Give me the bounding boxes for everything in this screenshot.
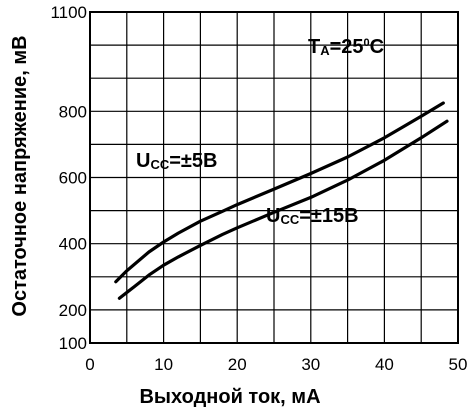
series-line-1 [114,101,445,284]
grid [89,11,459,344]
series-group [114,101,449,300]
annotation-ta: TA=250C [308,36,384,58]
y-tick-label-800: 800 [59,102,87,121]
x-axis-title: Выходной ток, мА [139,386,320,408]
y-tick-label-1100: 1100 [50,3,87,22]
series-label-ucc5: UCC=±5В [136,150,217,172]
tick-labels: 0 10 20 30 40 50 100 200 400 600 800 1100 [50,3,467,374]
y-axis-title: Остаточное напряжение, мВ [9,35,31,316]
series-label-ucc15: UCC=±15В [266,205,359,227]
x-tick-label-50: 50 [449,355,468,374]
x-tick-label-30: 30 [301,355,320,374]
series-line-2 [117,119,449,300]
x-tick-label-0: 0 [85,355,94,374]
x-tick-label-10: 10 [154,355,173,374]
x-tick-label-20: 20 [228,355,247,374]
y-tick-label-100: 100 [59,334,87,353]
y-tick-label-400: 400 [59,235,87,254]
x-tick-label-40: 40 [375,355,394,374]
y-tick-label-200: 200 [59,301,87,320]
plot-frame [89,11,459,344]
y-tick-label-600: 600 [59,169,87,188]
